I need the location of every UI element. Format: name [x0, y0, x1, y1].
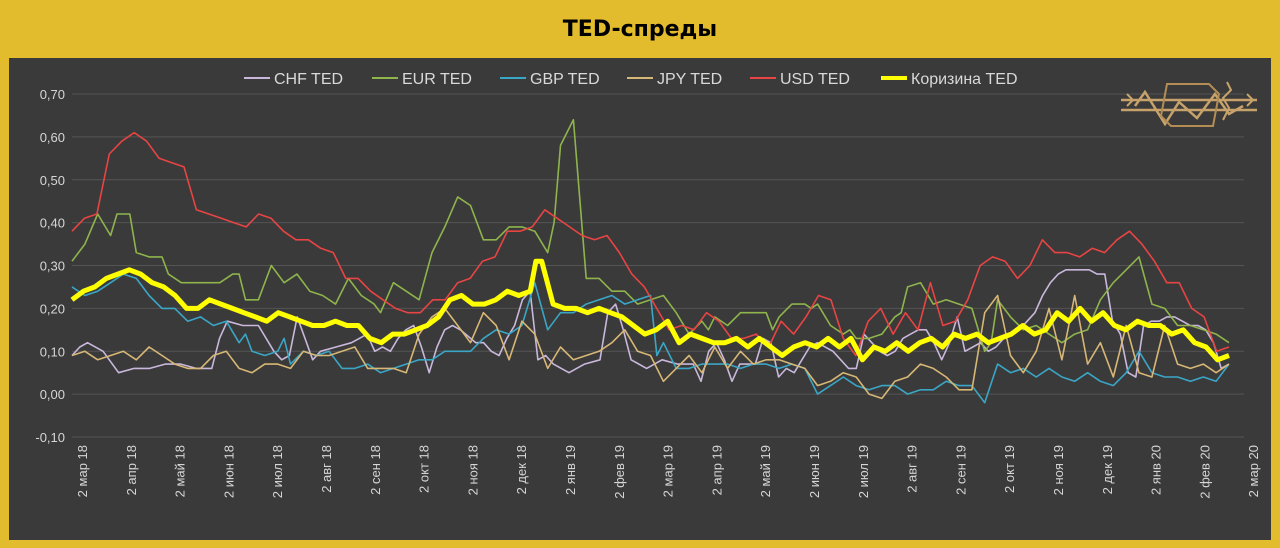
x-tick-label: 2 май 18 [173, 445, 188, 497]
title-bar: TED-спреды [0, 0, 1280, 58]
y-tick-label: -0,10 [35, 430, 65, 445]
y-tick-label: 0,20 [40, 301, 65, 316]
x-tick-label: 2 июн 19 [807, 445, 822, 498]
legend-label: USD TED [780, 71, 850, 88]
series-line [71, 118, 1230, 353]
plot-panel: -0,10 0,00 0,10 0,20 0,30 0,40 0,50 0,60 0,70 2 … [9, 58, 1271, 540]
x-tick-label: 2 янв 20 [1149, 445, 1164, 495]
legend-label: CHF TED [274, 71, 343, 88]
legend-label: EUR TED [402, 71, 472, 88]
series-line [71, 131, 1230, 357]
x-tick-label: 2 мар 20 [1246, 445, 1261, 497]
series-line [71, 273, 1230, 404]
brand-logo-icon [1121, 81, 1257, 127]
legend-label: GBP TED [530, 71, 600, 88]
x-tick-label: 2 ноя 19 [1051, 445, 1066, 495]
y-tick-label: 0,30 [40, 259, 65, 274]
x-tick-label: 2 авг 19 [905, 445, 920, 493]
x-tick-label: 2 июл 18 [270, 445, 285, 498]
x-tick-label: 2 авг 18 [319, 445, 334, 493]
x-tick-label: 2 фев 19 [612, 445, 627, 499]
x-tick-label: 2 май 19 [758, 445, 773, 497]
y-tick-label: 0,70 [40, 87, 65, 102]
x-tick-label: 2 апр 18 [124, 445, 139, 495]
y-tick-label: 0,60 [40, 130, 65, 145]
x-tick-label: 2 сен 18 [368, 445, 383, 495]
y-axis-labels: -0,10 0,00 0,10 0,20 0,30 0,40 0,50 0,60 0,70 [35, 87, 65, 445]
x-tick-label: 2 дек 18 [514, 445, 529, 494]
x-tick-label: 2 окт 19 [1002, 445, 1017, 493]
x-axis-labels: 2 мар 18 2 апр 18 2 май 18 2 июн 18 2 июл 18… [75, 445, 1261, 499]
line-chart: -0,10 0,00 0,10 0,20 0,30 0,40 0,50 0,60 0,70 2 … [35, 71, 1261, 499]
y-tick-label: 0,50 [40, 173, 65, 188]
x-tick-label: 2 мар 19 [661, 445, 676, 497]
x-tick-label: 2 мар 18 [75, 445, 90, 497]
chart-title: TED-спреды [562, 16, 718, 42]
series-lines [70, 118, 1230, 404]
y-tick-label: 0,10 [40, 344, 65, 359]
x-tick-label: 2 июн 18 [221, 445, 236, 498]
legend: CHF TED EUR TED GBP TED JPY TED USD TED Кориз… [244, 71, 1018, 88]
x-tick-label: 2 фев 20 [1197, 445, 1212, 499]
x-tick-label: 2 июл 19 [856, 445, 871, 498]
legend-label: JPY TED [657, 71, 722, 88]
series-line [71, 269, 1230, 383]
x-tick-label: 2 окт 18 [417, 445, 432, 493]
x-tick-label: 2 апр 19 [709, 445, 724, 495]
legend-label: Коризина TED [911, 71, 1018, 88]
grid-lines [72, 93, 1244, 438]
series-line [71, 294, 1230, 400]
series-line [70, 258, 1230, 363]
x-tick-label: 2 дек 19 [1100, 445, 1115, 494]
x-tick-label: 2 сен 19 [953, 445, 968, 495]
y-tick-label: 0,40 [40, 216, 65, 231]
x-tick-label: 2 янв 19 [563, 445, 578, 495]
y-tick-label: 0,00 [40, 387, 65, 402]
x-tick-label: 2 ноя 18 [465, 445, 480, 495]
